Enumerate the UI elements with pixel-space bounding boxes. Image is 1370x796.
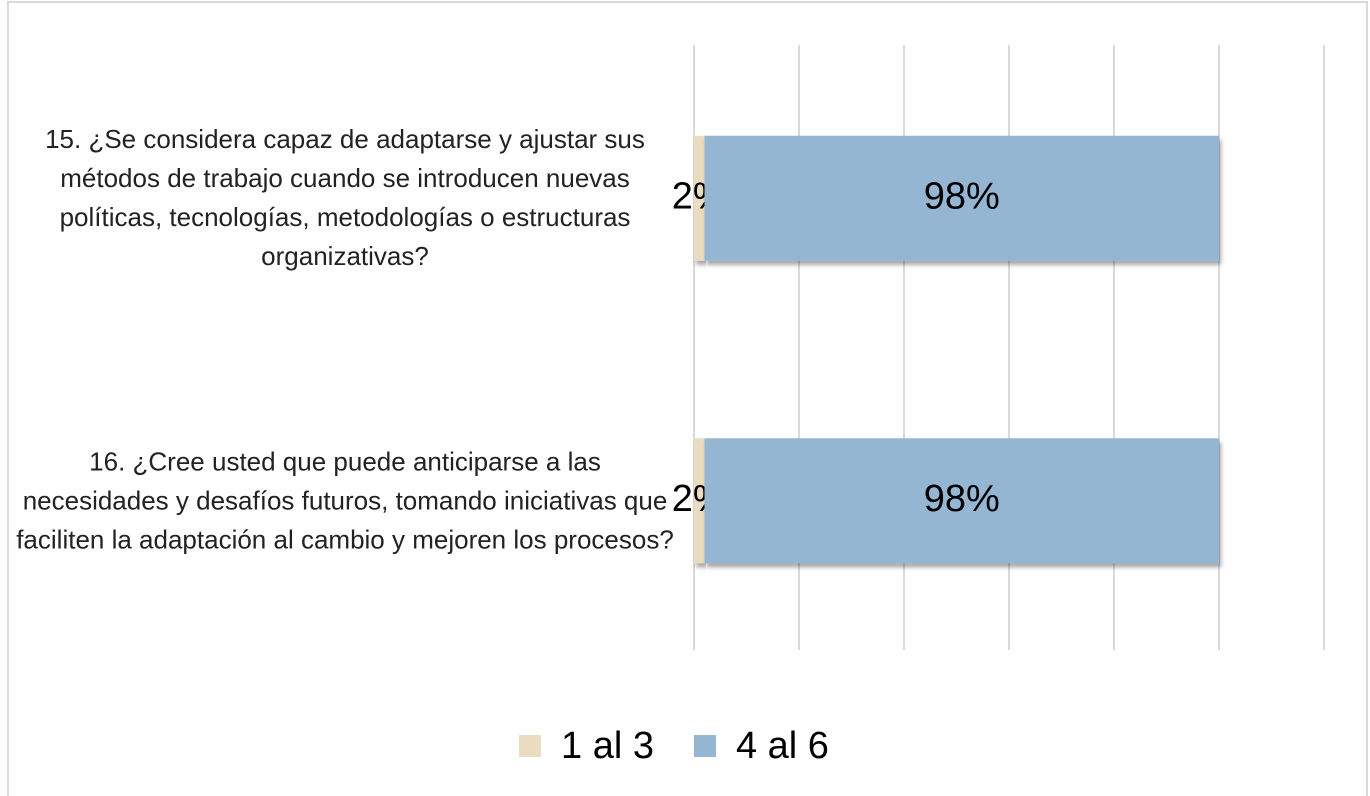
bar-segment [704, 438, 1219, 564]
legend-label: 1 al 3 [561, 725, 654, 767]
bar-segment [704, 135, 1219, 261]
value-label: 98% [924, 175, 1000, 217]
legend-swatch [693, 735, 716, 757]
category-label: 15. ¿Se considera capaz de adaptarse y a… [45, 124, 645, 272]
value-label: 98% [924, 478, 1000, 520]
category-label: 16. ¿Cree usted que puede anticiparse a … [16, 446, 674, 555]
chart-border [7, 1, 1368, 796]
legend-label: 4 al 6 [736, 725, 829, 767]
legend-swatch [519, 735, 541, 757]
bar-segment [694, 135, 705, 261]
bar-segment [694, 438, 705, 564]
